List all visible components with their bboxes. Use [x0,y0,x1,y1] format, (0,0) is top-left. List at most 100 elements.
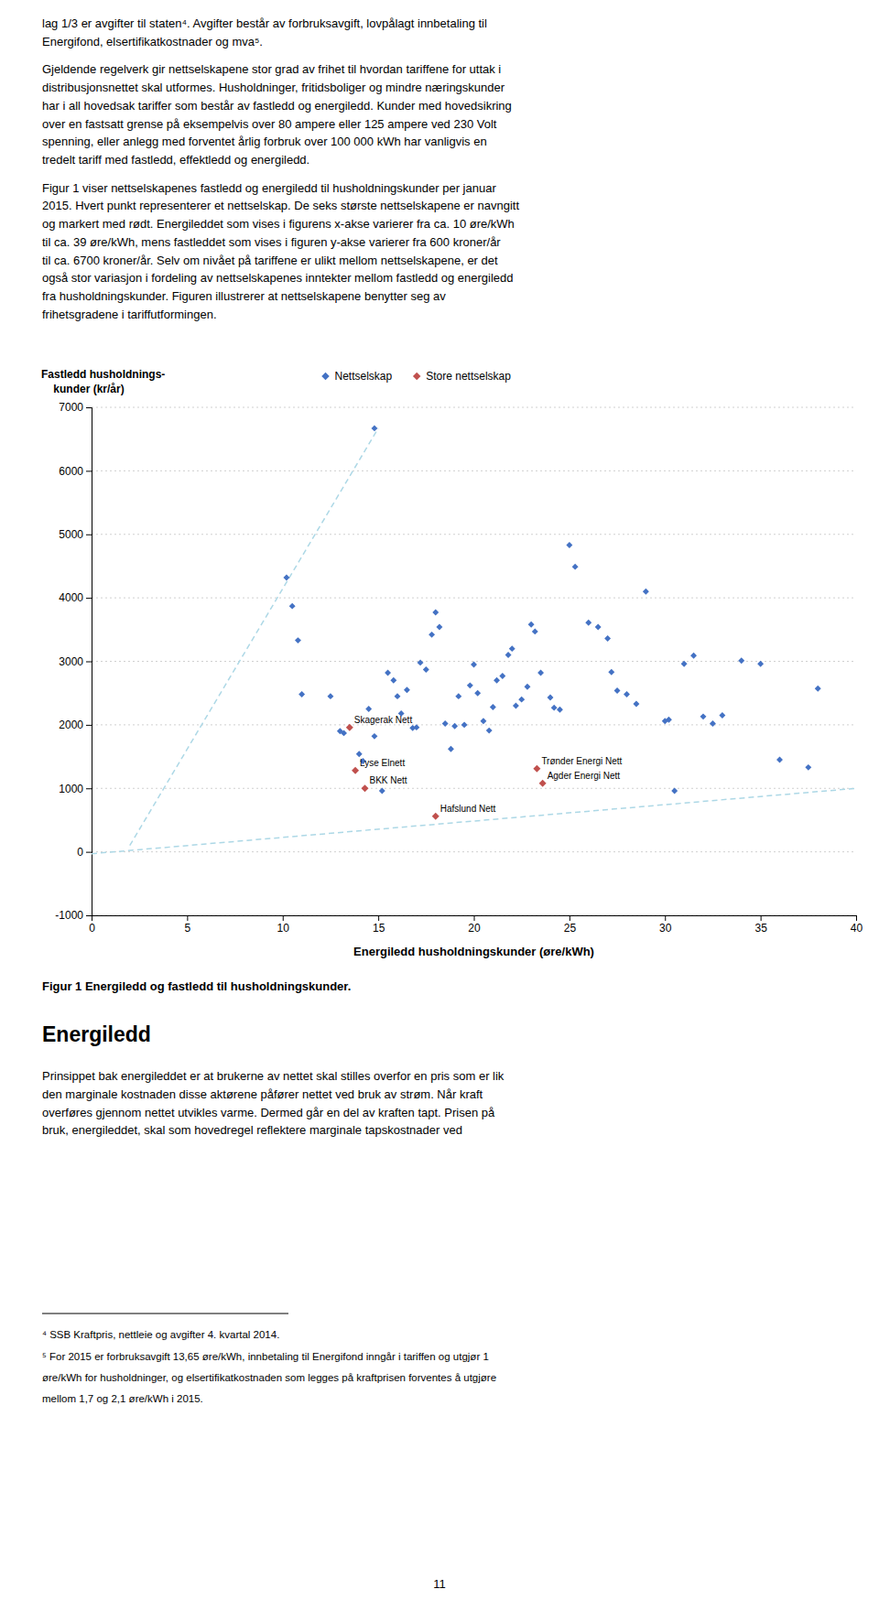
point [537,670,544,677]
x-tick-mark [664,915,666,922]
footnote: mellom 1,7 og 2,1 øre/kWh i 2015. [42,1393,204,1405]
body-text: den marginale kostnaden disse aktørene p… [42,1087,484,1102]
y-axis: -100001000200030004000500060007000 [54,401,92,923]
y-tick-label: 1000 [58,782,84,796]
y-tick: 6000 [58,465,92,478]
body-text: distribusjonsnettet skal utformes. Husho… [42,80,506,95]
point [700,713,707,720]
grid-line [91,597,857,599]
point-label: Hafslund Nett [440,803,497,814]
point [614,687,621,695]
point [365,705,372,713]
point [709,720,717,728]
x-tick-mark [474,915,476,922]
series-points [346,724,547,821]
point [294,637,302,644]
point [718,712,726,719]
point [572,564,579,571]
point [461,721,468,728]
point [412,724,420,731]
grid-line [91,724,857,726]
body-text: frihetsgradene i tariffutformingen. [42,307,218,322]
x-axis: 0510152025303540 [88,915,863,935]
x-tick: 40 [850,915,864,935]
y-tick-label: 0 [76,846,84,859]
point [361,784,369,793]
y-axis-line [86,408,93,917]
x-tick-mark [378,915,380,922]
point [356,750,363,758]
body-text: bruk, energileddet, skal som hovedregel … [42,1123,463,1138]
y-tick: 7000 [58,401,92,414]
legend-symbol [321,372,329,380]
x-tick-label: 40 [850,922,864,935]
text-after: Figur 1 Energiledd og fastledd til husho… [42,979,505,1138]
x-tick: 5 [184,915,192,935]
point [737,657,745,664]
y-tick-mark [86,661,92,663]
x-tick-label: 5 [184,922,192,935]
legend: NettselskapStore nettselskap [321,369,511,383]
body-text: 2015. Hvert punkt representerer et netts… [42,198,520,213]
y-tick: 2000 [58,718,92,732]
y-tick: 3000 [58,655,92,669]
trend-line [91,788,857,854]
point [509,645,516,652]
point [289,603,296,610]
point [340,729,348,737]
x-tick: 0 [88,915,96,935]
point [442,720,449,728]
page-svg: lag 1/3 er avgifter til staten⁴. Avgifte… [0,0,879,1600]
section-heading: Energiledd [42,1022,152,1047]
point [470,661,478,669]
x-tick-label: 25 [564,922,577,935]
point [489,704,497,711]
figure-caption: Figur 1 Energiledd og fastledd til husho… [42,979,351,994]
legend-item: Nettselskap [321,369,392,383]
point [551,705,558,712]
y-tick: -1000 [54,909,92,923]
y-tick-mark [86,597,92,599]
point [447,746,455,753]
point [428,631,435,639]
footnote-rule [42,1313,289,1315]
x-tick-mark [282,915,284,922]
text-before: lag 1/3 er avgifter til staten⁴. Avgifte… [42,16,520,322]
y-axis-title: kunder (kr/år) [41,382,125,396]
x-tick-mark [760,915,762,922]
point [479,717,487,725]
body-text: til ca. 6700 kroner/år. Selv om nivået p… [42,253,499,268]
point [423,666,430,673]
point [665,716,673,724]
y-tick-label: 2000 [58,718,84,732]
legend-symbol [412,372,421,380]
x-axis-line [92,916,858,923]
point-label: Skagerak Nett [354,715,413,726]
body-text: over en fastsatt grense på eksempelvis o… [42,117,498,131]
page-number: 11 [433,1577,446,1592]
page: lag 1/3 er avgifter til staten⁴. Avgifte… [0,0,879,1600]
point-label: Lyse Elnett [359,758,405,769]
x-tick-label: 20 [467,922,481,935]
x-tick: 15 [372,915,386,935]
point [632,701,640,708]
point-labels: Skagerak NettLyse ElnettBKK NettTrønder … [354,715,623,814]
body-text: tredelt tariff med fastledd, effektledd … [42,152,310,167]
point [690,652,697,660]
point [512,703,520,710]
point [394,693,402,700]
x-axis-title: Energiledd husholdningskunder (øre/kWh) [353,944,595,959]
point [435,624,443,631]
y-tick-label: 5000 [58,528,84,542]
y-tick-mark [86,788,92,790]
point [499,672,506,680]
point [493,677,500,684]
point [417,659,424,666]
footnote: øre/kWh for husholdninger, og elsertifik… [42,1372,497,1384]
body-text: Figur 1 viser nettselskapenes fastledd o… [42,181,497,196]
y-tick-mark [86,725,92,727]
point-label: Agder Energi Nett [547,770,621,782]
point [607,669,615,676]
body-text: til ca. 39 øre/kWh, mens fastleddet som … [42,235,501,250]
body-text: Energifond, elsertifikatkostnader og mva… [42,34,263,49]
